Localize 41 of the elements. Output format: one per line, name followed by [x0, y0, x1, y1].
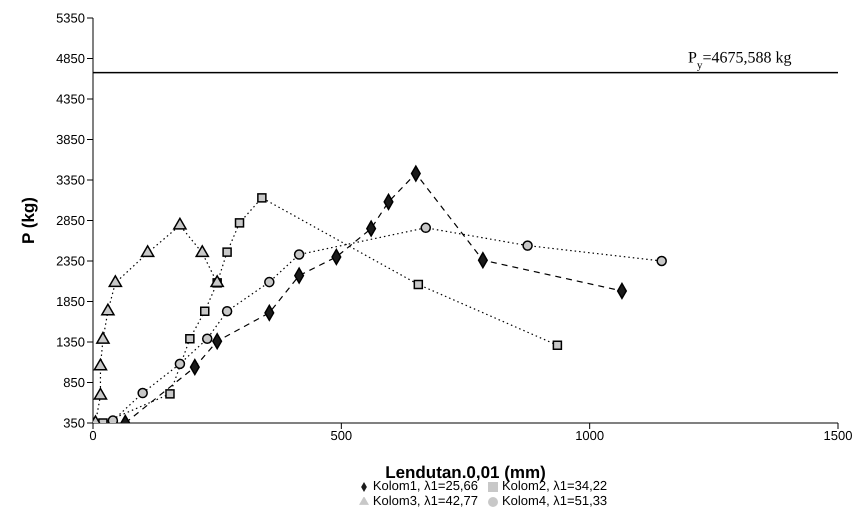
- y-tick-label: 2850: [56, 213, 85, 228]
- point: [420, 222, 432, 234]
- point: [94, 388, 108, 400]
- y-tick-label: 850: [63, 375, 85, 390]
- y-tick-label: 2350: [56, 254, 85, 269]
- y-tick-label: 1350: [56, 334, 85, 350]
- y-tick-label: 3350: [56, 172, 85, 188]
- point: [222, 247, 232, 257]
- y-tick-label: 3850: [56, 132, 85, 148]
- y-tick-label: 4350: [56, 92, 85, 107]
- x-axis-title: Lendutan.0,01 (mm): [385, 463, 546, 482]
- legend-label: Kolom4, λ1=51,33: [502, 493, 608, 508]
- legend-label: Kolom3, λ1=42,77: [372, 493, 478, 508]
- y-tick-label: 350: [63, 416, 85, 431]
- point: [137, 388, 148, 398]
- point: [414, 280, 424, 290]
- y-tick-label: 4850: [56, 51, 85, 66]
- point: [294, 249, 304, 260]
- point: [94, 358, 108, 371]
- point: [165, 389, 175, 399]
- point: [202, 334, 212, 344]
- point: [264, 276, 275, 288]
- point: [200, 306, 210, 316]
- y-tick-label: 5350: [56, 10, 85, 26]
- point: [257, 193, 267, 203]
- y-axis-title: P (kg): [19, 197, 38, 244]
- y-tick-label: 1850: [56, 294, 85, 310]
- point: [108, 275, 122, 288]
- x-tick-label: 1000: [575, 428, 604, 444]
- point: [522, 240, 533, 251]
- point: [656, 256, 667, 266]
- ref-line-label: P$_{y}$=4675,588 kg: [688, 50, 792, 72]
- x-tick-label: 1500: [824, 428, 852, 444]
- point: [552, 340, 562, 350]
- point: [234, 218, 244, 228]
- x-tick-label: 500: [330, 428, 352, 444]
- x-tick-label: 0: [89, 428, 97, 444]
- point: [185, 334, 195, 344]
- point: [174, 358, 186, 370]
- point: [96, 332, 110, 344]
- point: [222, 306, 232, 316]
